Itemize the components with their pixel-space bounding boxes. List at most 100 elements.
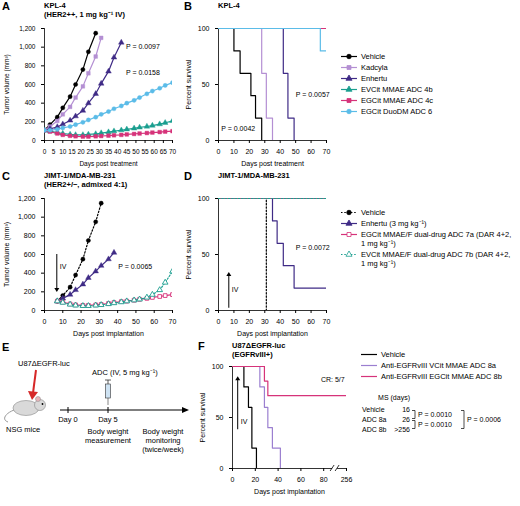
- svg-text:20: 20: [245, 148, 253, 155]
- svg-text:E: E: [2, 341, 9, 353]
- svg-text:20: 20: [77, 148, 85, 155]
- svg-text:45: 45: [123, 148, 131, 155]
- svg-text:Percent survival: Percent survival: [185, 229, 192, 279]
- svg-text:100: 100: [198, 25, 210, 32]
- svg-text:10: 10: [230, 148, 238, 155]
- svg-text:P = 0.0006: P = 0.0006: [467, 416, 501, 423]
- svg-text:MS (days): MS (days): [378, 394, 410, 402]
- svg-text:1,000: 1,000: [19, 43, 36, 50]
- svg-text:0: 0: [206, 307, 210, 314]
- svg-text:16: 16: [402, 406, 410, 413]
- svg-text:P = 0.0010: P = 0.0010: [418, 421, 452, 428]
- svg-text:50: 50: [292, 318, 300, 325]
- svg-text:50: 50: [292, 148, 300, 155]
- svg-text:Vehicle: Vehicle: [362, 406, 385, 413]
- svg-text:ADC 8a: ADC 8a: [362, 416, 387, 423]
- svg-text:measurement: measurement: [85, 436, 132, 445]
- svg-text:80: 80: [320, 476, 328, 483]
- svg-text:ADC 8b: ADC 8b: [362, 426, 387, 433]
- svg-text:Tumor volume (mm³): Tumor volume (mm³): [3, 222, 11, 287]
- svg-text:0: 0: [43, 318, 47, 325]
- svg-text:800: 800: [24, 232, 36, 239]
- svg-text:1,000: 1,000: [18, 213, 36, 220]
- svg-text:800: 800: [25, 62, 36, 69]
- svg-text:1,200: 1,200: [18, 195, 36, 202]
- svg-text:70: 70: [323, 318, 331, 325]
- svg-text:30: 30: [261, 318, 269, 325]
- svg-text:Day 0: Day 0: [58, 415, 78, 424]
- svg-text:70: 70: [323, 148, 331, 155]
- svg-text:600: 600: [25, 81, 36, 88]
- svg-text:256: 256: [341, 476, 353, 483]
- svg-text:10: 10: [230, 318, 238, 325]
- svg-text:5: 5: [52, 148, 56, 155]
- svg-text:Body weight: Body weight: [143, 427, 185, 436]
- svg-text:40: 40: [276, 318, 284, 325]
- svg-text:Days post implantation: Days post implantation: [254, 488, 325, 496]
- svg-text:10: 10: [59, 318, 67, 325]
- svg-text:25: 25: [87, 148, 95, 155]
- svg-text:60: 60: [307, 318, 315, 325]
- svg-text:400: 400: [25, 99, 36, 106]
- svg-text:NSG mice: NSG mice: [6, 425, 40, 434]
- svg-text:70: 70: [169, 148, 177, 155]
- svg-text:60: 60: [151, 148, 159, 155]
- svg-text:50: 50: [202, 251, 210, 258]
- svg-text:100: 100: [212, 363, 224, 370]
- svg-text:50: 50: [132, 318, 140, 325]
- svg-text:15: 15: [68, 148, 76, 155]
- svg-text:0: 0: [217, 318, 221, 325]
- svg-text:40: 40: [114, 148, 122, 155]
- svg-text:0: 0: [231, 476, 235, 483]
- svg-text:monitoring: monitoring: [145, 436, 180, 445]
- svg-text:Days post implantation: Days post implantation: [237, 330, 308, 338]
- svg-text:0: 0: [220, 465, 224, 472]
- svg-text:100: 100: [198, 195, 210, 202]
- svg-text:Days post implantation: Days post implantation: [73, 330, 144, 338]
- svg-text:20: 20: [251, 476, 259, 483]
- svg-text:50: 50: [216, 414, 224, 421]
- svg-text:Days post treatment: Days post treatment: [241, 160, 304, 168]
- svg-text:Percent survival: Percent survival: [199, 392, 206, 442]
- svg-text:30: 30: [261, 148, 269, 155]
- svg-text:40: 40: [274, 476, 282, 483]
- svg-text:>256: >256: [394, 426, 410, 433]
- svg-text:0: 0: [217, 148, 221, 155]
- svg-text:60: 60: [150, 318, 158, 325]
- svg-text:10: 10: [59, 148, 67, 155]
- svg-text:30: 30: [96, 148, 104, 155]
- svg-text:Days post treatment: Days post treatment: [79, 160, 137, 168]
- svg-text:60: 60: [297, 476, 305, 483]
- svg-text:0: 0: [43, 148, 47, 155]
- svg-text:U87ΔEGFR-luc: U87ΔEGFR-luc: [18, 359, 70, 368]
- svg-text:20: 20: [245, 318, 253, 325]
- svg-text:26: 26: [402, 416, 410, 423]
- svg-text:50: 50: [202, 81, 210, 88]
- svg-text:0: 0: [32, 137, 36, 144]
- svg-text:20: 20: [77, 318, 85, 325]
- svg-text:Tumor volume (mm³): Tumor volume (mm³): [3, 54, 11, 114]
- svg-text:50: 50: [132, 148, 140, 155]
- svg-text:40: 40: [114, 318, 122, 325]
- html-text:EGCit MMAE/F dual-drug ADC 7a: EGCit MMAE/F dual-drug ADC 7a (DAR 4+2, …: [361, 230, 512, 248]
- svg-text:0: 0: [32, 307, 36, 314]
- svg-text:200: 200: [24, 288, 36, 295]
- svg-text:400: 400: [24, 269, 36, 276]
- svg-text:Body weight: Body weight: [88, 427, 130, 436]
- svg-text:35: 35: [105, 148, 113, 155]
- svg-text:Day 5: Day 5: [98, 415, 118, 424]
- svg-text:30: 30: [95, 318, 103, 325]
- svg-text:(twice/week): (twice/week): [142, 445, 184, 454]
- svg-text:ADC (IV, 5 mg kg⁻¹): ADC (IV, 5 mg kg⁻¹): [92, 368, 158, 377]
- svg-text:0: 0: [206, 137, 210, 144]
- svg-text:55: 55: [141, 148, 149, 155]
- svg-text:1,200: 1,200: [19, 25, 36, 32]
- svg-text:60: 60: [307, 148, 315, 155]
- svg-text:70: 70: [169, 318, 177, 325]
- svg-text:40: 40: [276, 148, 284, 155]
- svg-text:600: 600: [24, 251, 36, 258]
- svg-text:200: 200: [25, 118, 36, 125]
- svg-text:Percent survival: Percent survival: [185, 59, 192, 109]
- svg-text:P = 0.0010: P = 0.0010: [418, 411, 452, 418]
- svg-text:65: 65: [160, 148, 168, 155]
